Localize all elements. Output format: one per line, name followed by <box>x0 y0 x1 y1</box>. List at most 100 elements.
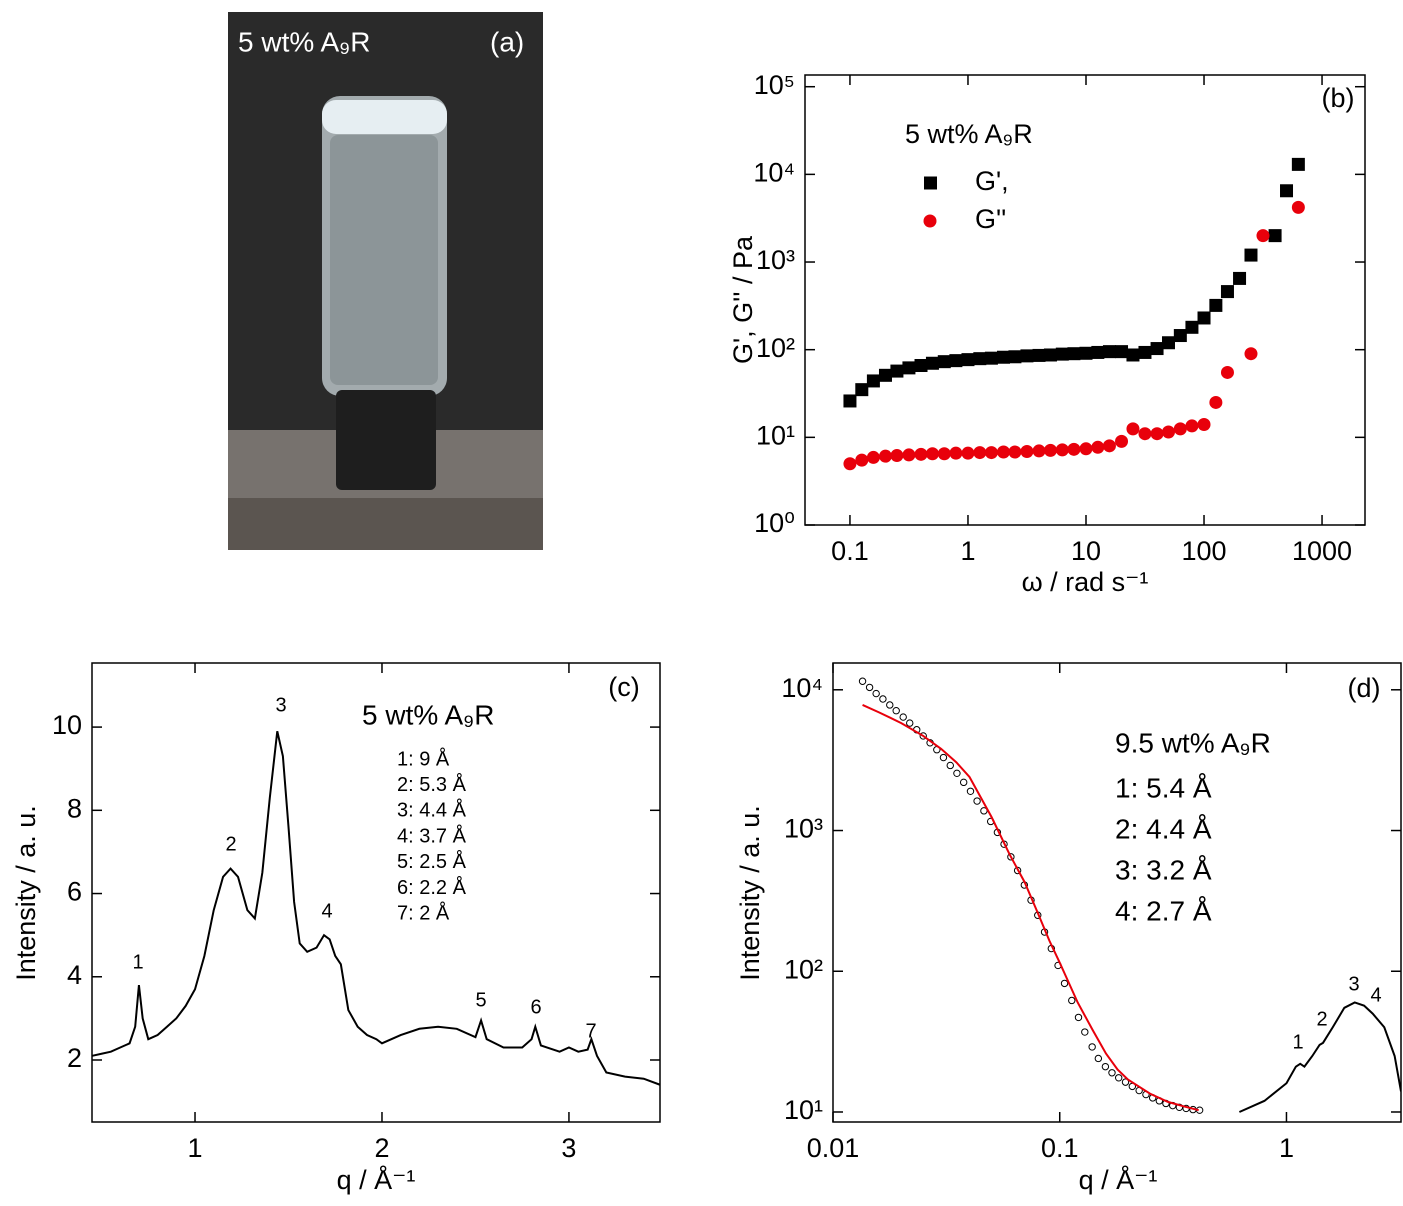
marker <box>1043 443 1057 457</box>
vial-cap <box>336 390 436 490</box>
y-tick-label: 10³ <box>784 814 823 844</box>
marker <box>890 449 904 463</box>
marker <box>973 797 981 805</box>
x-tick-label: 3 <box>561 1133 576 1163</box>
panel-label: (a) <box>490 26 524 57</box>
marker <box>1115 345 1129 359</box>
x-axis-label: q / Å⁻¹ <box>337 1164 416 1195</box>
y-tick-label: 10¹ <box>784 1095 823 1125</box>
y-tick-label: 10 <box>52 710 82 740</box>
marker <box>1126 422 1140 436</box>
peak-label: 3 <box>275 694 286 716</box>
chart-panel: 1 2 3 2 4 6 8 10 q / Å⁻¹ Intensity / a. u. (c) 5 wt… <box>11 662 661 1195</box>
y-tick-label: 10³ <box>756 245 795 275</box>
marker <box>1209 298 1223 312</box>
legend-label: G', <box>975 166 1009 196</box>
marker <box>997 350 1011 364</box>
marker <box>1032 348 1046 362</box>
chart-panel: 0.01 0.1 1 10¹ 10² 10³ 10⁴ q / Å⁻¹ Intensity / a… <box>735 662 1402 1195</box>
marker <box>1081 1028 1089 1036</box>
marker <box>902 361 916 375</box>
marker <box>1043 348 1057 362</box>
marker <box>1244 347 1258 361</box>
marker <box>866 374 880 388</box>
y-tick-label: 10⁵ <box>754 70 795 100</box>
notes-title: 5 wt% A₉R <box>362 699 494 730</box>
x-tick-label: 0.1 <box>1041 1133 1079 1163</box>
y-tick-label: 10⁰ <box>754 508 795 538</box>
marker <box>1068 996 1076 1005</box>
marker <box>1138 427 1152 441</box>
marker <box>1291 200 1305 214</box>
marker <box>1114 1074 1123 1082</box>
marker <box>892 707 900 715</box>
note: 1: 5.4 Å <box>1115 772 1212 803</box>
plot-frame <box>91 662 661 1123</box>
marker <box>961 353 975 367</box>
marker <box>865 683 874 692</box>
x-tick-label: 10 <box>1071 536 1101 566</box>
marker <box>939 753 948 762</box>
marker <box>843 457 857 471</box>
y-tick-label: 10⁴ <box>753 157 795 187</box>
marker <box>946 761 954 770</box>
y-tick-label: 10⁴ <box>781 673 823 703</box>
marker <box>937 447 951 461</box>
marker <box>937 355 951 369</box>
vial-top <box>322 100 447 134</box>
marker <box>858 677 867 685</box>
marker <box>1173 422 1187 436</box>
marker <box>1055 443 1069 457</box>
marker <box>1088 1043 1096 1051</box>
marker <box>1020 349 1034 363</box>
x-axis-label: q / Å⁻¹ <box>1079 1164 1158 1195</box>
marker <box>959 778 968 787</box>
marker <box>878 368 892 382</box>
marker <box>953 769 961 778</box>
y-tick-label: 2 <box>67 1043 82 1073</box>
data-line <box>92 731 660 1086</box>
y-tick-label: 8 <box>67 793 82 823</box>
peak-label: 7 <box>585 1020 596 1042</box>
marker <box>886 701 894 709</box>
marker <box>843 394 857 408</box>
y-axis-label: Intensity / a. u. <box>11 805 41 981</box>
marker <box>1115 434 1129 448</box>
marker <box>984 446 998 460</box>
note: 2: 5.3 Å <box>397 773 467 796</box>
y-tick-label: 10² <box>784 954 823 984</box>
legend-swatch <box>923 214 937 228</box>
x-tick-label: 1000 <box>1292 536 1352 566</box>
y-tick-label: 6 <box>67 877 82 907</box>
data-line <box>862 704 1199 1112</box>
y-tick-label: 4 <box>67 960 82 990</box>
marker <box>919 732 927 740</box>
note: 5: 2.5 Å <box>397 850 467 873</box>
countertop-edge <box>228 498 543 550</box>
note: 4: 3.7 Å <box>397 824 467 847</box>
peak-label: 3 <box>1348 973 1359 995</box>
marker <box>872 689 880 698</box>
marker <box>914 359 928 373</box>
marker <box>925 356 939 370</box>
marker <box>1091 440 1105 454</box>
marker <box>855 453 869 467</box>
panel-label: (c) <box>608 672 639 702</box>
x-tick-label: 2 <box>374 1133 389 1163</box>
note: 3: 3.2 Å <box>1115 854 1212 885</box>
marker <box>1268 229 1282 243</box>
marker <box>1101 1062 1110 1071</box>
marker <box>890 364 904 378</box>
marker <box>1138 345 1152 359</box>
marker <box>984 351 998 365</box>
marker <box>1233 271 1247 285</box>
marker <box>1102 439 1116 453</box>
marker <box>902 448 916 462</box>
marker <box>1220 365 1234 379</box>
marker <box>925 447 939 461</box>
marker <box>1150 342 1164 356</box>
marker <box>1032 444 1046 458</box>
marker <box>1008 350 1022 364</box>
